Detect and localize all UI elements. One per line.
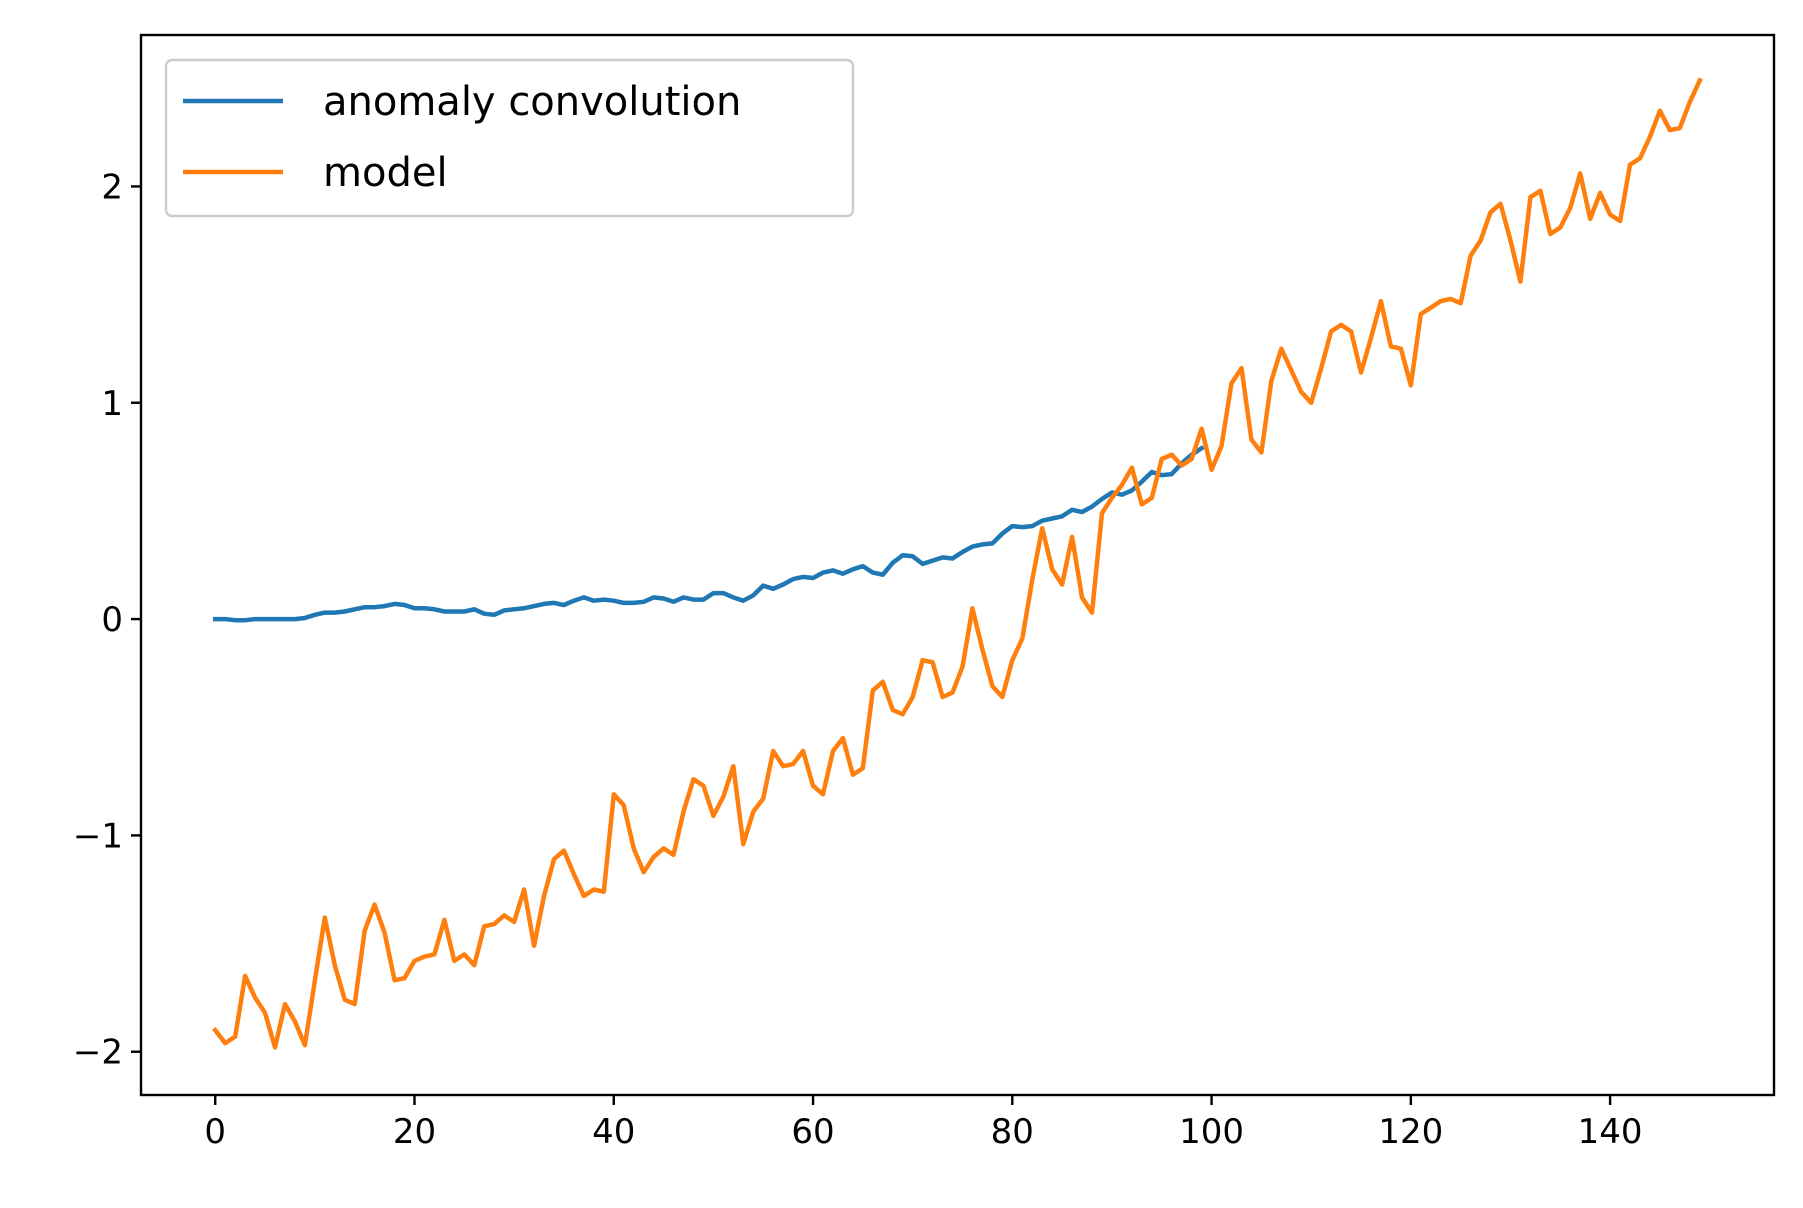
legend: anomaly convolution model — [164, 58, 855, 218]
legend-frame — [164, 58, 855, 218]
series-line-model — [212, 77, 1703, 1050]
legend-label-anomaly-convolution: anomaly convolution — [323, 79, 741, 125]
x-tick-label: 40 — [592, 1112, 635, 1152]
series-layer — [212, 77, 1703, 1050]
x-tick-label: 140 — [1578, 1112, 1643, 1152]
y-tick-label: −1 — [73, 816, 123, 856]
y-tick-label: 1 — [101, 384, 123, 424]
x-tick-label: 60 — [791, 1112, 834, 1152]
axis-layer: 0 20 40 60 80 100 120 140 −2 −1 0 1 2 — [73, 167, 1643, 1152]
x-tick-label: 120 — [1378, 1112, 1443, 1152]
x-tick-label: 100 — [1179, 1112, 1244, 1152]
y-tick-label: −2 — [73, 1033, 123, 1073]
series-line-anomaly-convolution — [212, 445, 1205, 623]
x-tick-label: 0 — [204, 1112, 226, 1152]
x-tick-label: 20 — [393, 1112, 436, 1152]
y-tick-label: 2 — [101, 167, 123, 207]
y-tick-label: 0 — [101, 600, 123, 640]
legend-label-model: model — [323, 150, 448, 196]
x-tick-label: 80 — [991, 1112, 1034, 1152]
plot-frame — [139, 33, 1776, 1097]
